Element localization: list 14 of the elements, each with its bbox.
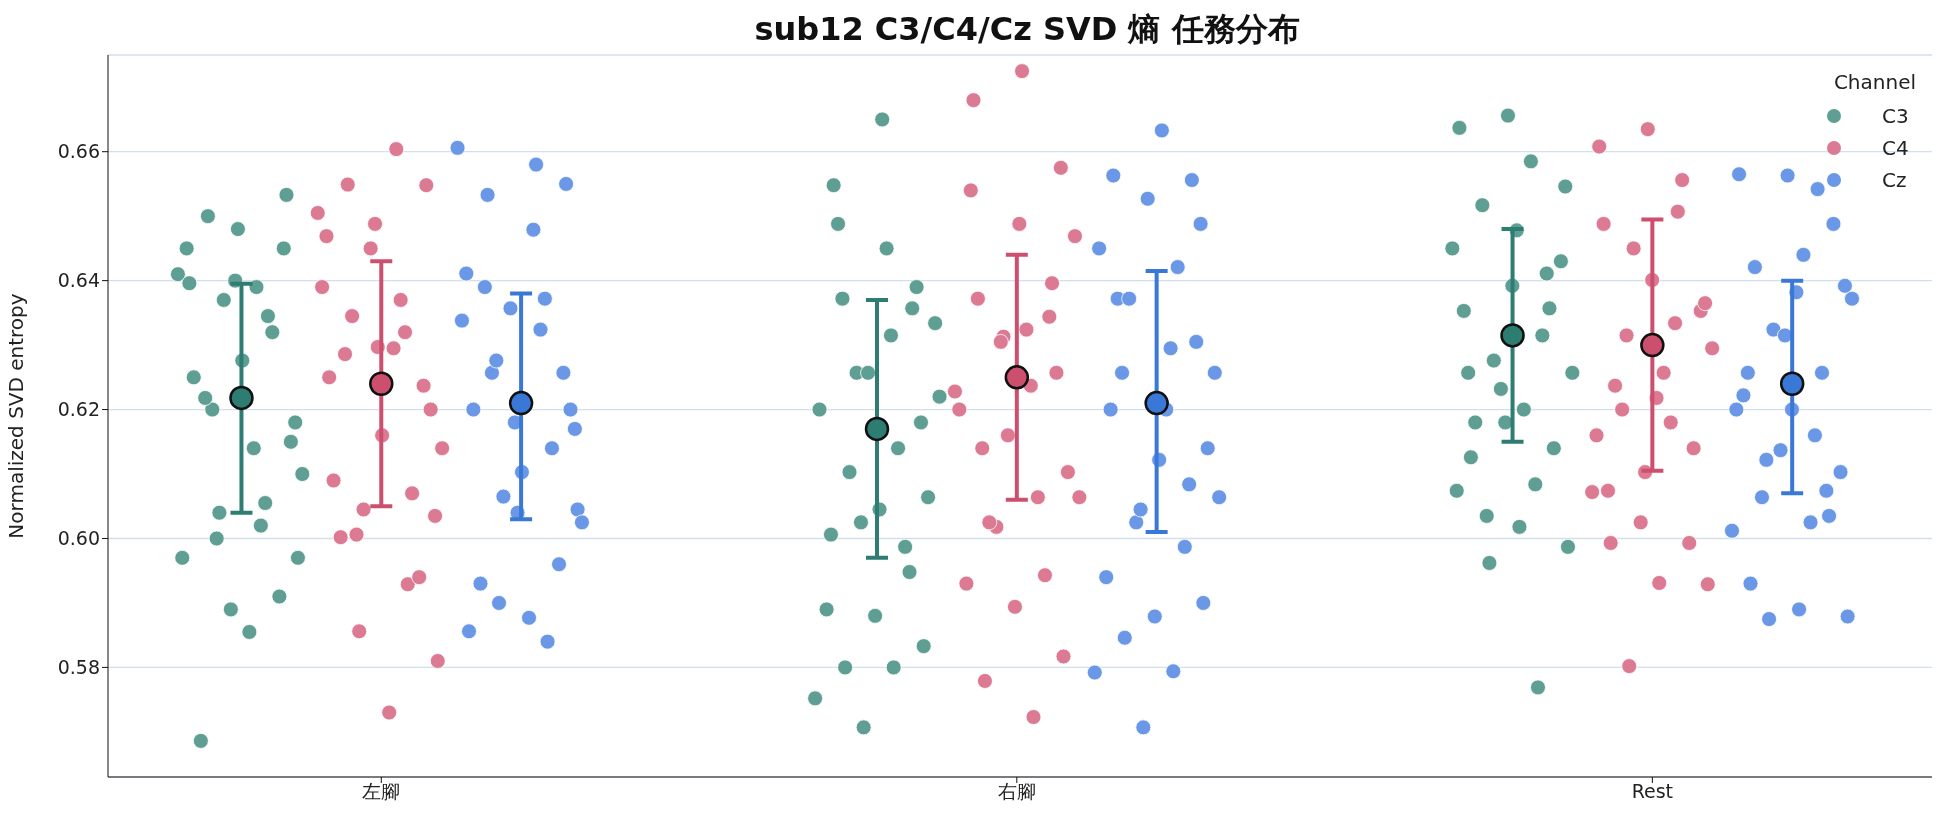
chart-title: sub12 C3/C4/Cz SVD 熵 任務分布 (753, 9, 1301, 50)
x-tick-label: 右腳 (997, 780, 1036, 803)
y-axis-title: Normalized SVD entropy (4, 293, 29, 539)
legend-label: C4 (1882, 136, 1910, 160)
y-tick-label: 0.58 (57, 656, 100, 679)
x-tick-label: Rest (1631, 780, 1674, 803)
y-tick-label: 0.62 (57, 398, 100, 421)
y-tick-label: 0.64 (57, 269, 100, 292)
legend-title: Channel (1832, 70, 1916, 94)
y-tick-label: 0.60 (57, 527, 100, 550)
legend-label: Cz (1882, 168, 1908, 192)
legend-label: C3 (1882, 104, 1910, 128)
y-tick-label: 0.66 (57, 140, 100, 163)
x-tick-label: 左腳 (362, 780, 401, 803)
